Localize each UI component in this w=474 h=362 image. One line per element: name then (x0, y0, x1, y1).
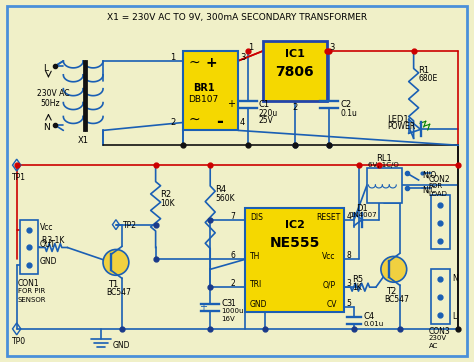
Text: 2: 2 (292, 102, 297, 111)
Text: CON1: CON1 (18, 279, 39, 288)
Text: 1K: 1K (352, 283, 362, 292)
Text: 7: 7 (230, 212, 235, 221)
Text: N/C: N/C (422, 186, 436, 195)
Text: 1N4007: 1N4007 (349, 212, 377, 218)
Text: ~: ~ (188, 113, 200, 127)
Text: TP1: TP1 (12, 173, 26, 182)
Text: FOR: FOR (428, 183, 443, 189)
Text: 1000u: 1000u (221, 308, 244, 314)
Text: 25V: 25V (259, 117, 273, 126)
Text: R4: R4 (215, 185, 226, 194)
Text: 2: 2 (230, 279, 235, 288)
Text: TRI: TRI (250, 280, 262, 289)
Text: L: L (44, 64, 48, 73)
Bar (263, 41, 328, 101)
Text: 0.1u: 0.1u (340, 109, 357, 118)
Text: N: N (44, 123, 50, 132)
Text: -: - (216, 113, 223, 131)
Text: NE555: NE555 (269, 236, 320, 249)
Text: +: + (227, 98, 235, 109)
Text: +: + (205, 56, 217, 70)
Text: OUT: OUT (39, 240, 55, 249)
Text: 3: 3 (329, 43, 335, 52)
Text: 8: 8 (346, 252, 351, 260)
Text: BC547: BC547 (384, 295, 409, 304)
Text: FOR PIR: FOR PIR (18, 288, 45, 294)
Text: TP2: TP2 (123, 221, 137, 230)
Text: C3: C3 (221, 299, 232, 308)
Circle shape (103, 249, 129, 275)
Text: BC547: BC547 (106, 288, 131, 297)
Text: AC: AC (428, 343, 438, 349)
Bar (430, 195, 450, 249)
Text: 1: 1 (230, 299, 235, 308)
Text: SENSOR: SENSOR (18, 297, 46, 303)
Text: CON2: CON2 (428, 175, 450, 184)
Bar (20, 220, 37, 274)
Text: TP0: TP0 (12, 337, 26, 346)
Text: 680E: 680E (419, 74, 438, 83)
Text: 7806: 7806 (275, 65, 314, 79)
Text: RESET: RESET (316, 213, 341, 222)
Text: POWER: POWER (387, 122, 415, 131)
Text: GND: GND (39, 257, 57, 266)
Text: 230V: 230V (428, 335, 447, 341)
Text: R5: R5 (352, 275, 363, 284)
Text: T2: T2 (386, 287, 396, 296)
Text: R2: R2 (161, 190, 172, 199)
Text: ~: ~ (188, 56, 200, 70)
Text: 4: 4 (240, 118, 245, 127)
Text: T1: T1 (108, 280, 118, 289)
Text: X1: X1 (78, 136, 89, 146)
Bar (183, 51, 238, 130)
Text: D1: D1 (356, 204, 368, 213)
Text: 230V AC: 230V AC (36, 89, 69, 98)
Text: 0.01u: 0.01u (363, 321, 383, 327)
Text: CON3: CON3 (428, 327, 450, 336)
Text: GND: GND (250, 300, 267, 309)
Text: 5: 5 (346, 299, 351, 308)
Text: Vcc: Vcc (322, 252, 336, 261)
Text: DIS: DIS (250, 213, 263, 222)
Text: X1 = 230V AC TO 9V, 300mA SECONDARY TRANSFORMER: X1 = 230V AC TO 9V, 300mA SECONDARY TRAN… (107, 13, 367, 22)
Text: 6: 6 (230, 252, 235, 260)
Text: BR1: BR1 (193, 83, 215, 93)
Text: 16V: 16V (221, 316, 235, 322)
Text: 10K: 10K (161, 199, 175, 208)
Circle shape (381, 256, 407, 282)
Text: 6V, 1C/O: 6V, 1C/O (368, 162, 399, 168)
Text: 1: 1 (247, 43, 253, 52)
Text: GND: GND (113, 341, 130, 350)
Text: DB107: DB107 (188, 95, 219, 104)
Text: IC1: IC1 (284, 49, 304, 59)
Text: C1: C1 (259, 100, 270, 109)
Text: 4: 4 (346, 212, 351, 221)
Text: 2: 2 (170, 118, 175, 127)
Text: IC2: IC2 (284, 220, 304, 230)
Bar (430, 269, 450, 324)
Text: 1: 1 (170, 53, 175, 62)
Text: L: L (452, 312, 456, 321)
Text: Vcc: Vcc (39, 223, 53, 232)
Text: N/O: N/O (422, 170, 437, 179)
Text: LOAD: LOAD (428, 191, 447, 197)
Text: TH: TH (250, 252, 260, 261)
Text: O/P: O/P (322, 280, 336, 289)
Bar (367, 168, 402, 203)
Text: 3: 3 (346, 279, 351, 288)
Text: N: N (452, 274, 458, 283)
Text: 560K: 560K (215, 194, 235, 203)
Text: R3 1K: R3 1K (42, 236, 64, 245)
Text: RL1: RL1 (376, 154, 392, 163)
Text: 50Hz: 50Hz (40, 98, 60, 108)
Text: C4: C4 (363, 312, 374, 321)
Text: 3: 3 (240, 53, 246, 62)
Bar (245, 208, 344, 312)
Text: CV: CV (326, 300, 337, 309)
Text: C2: C2 (340, 100, 351, 109)
Text: R1: R1 (419, 66, 430, 75)
Text: +: + (199, 302, 207, 312)
Text: LED1: LED1 (387, 114, 409, 123)
Text: 220u: 220u (259, 109, 278, 118)
